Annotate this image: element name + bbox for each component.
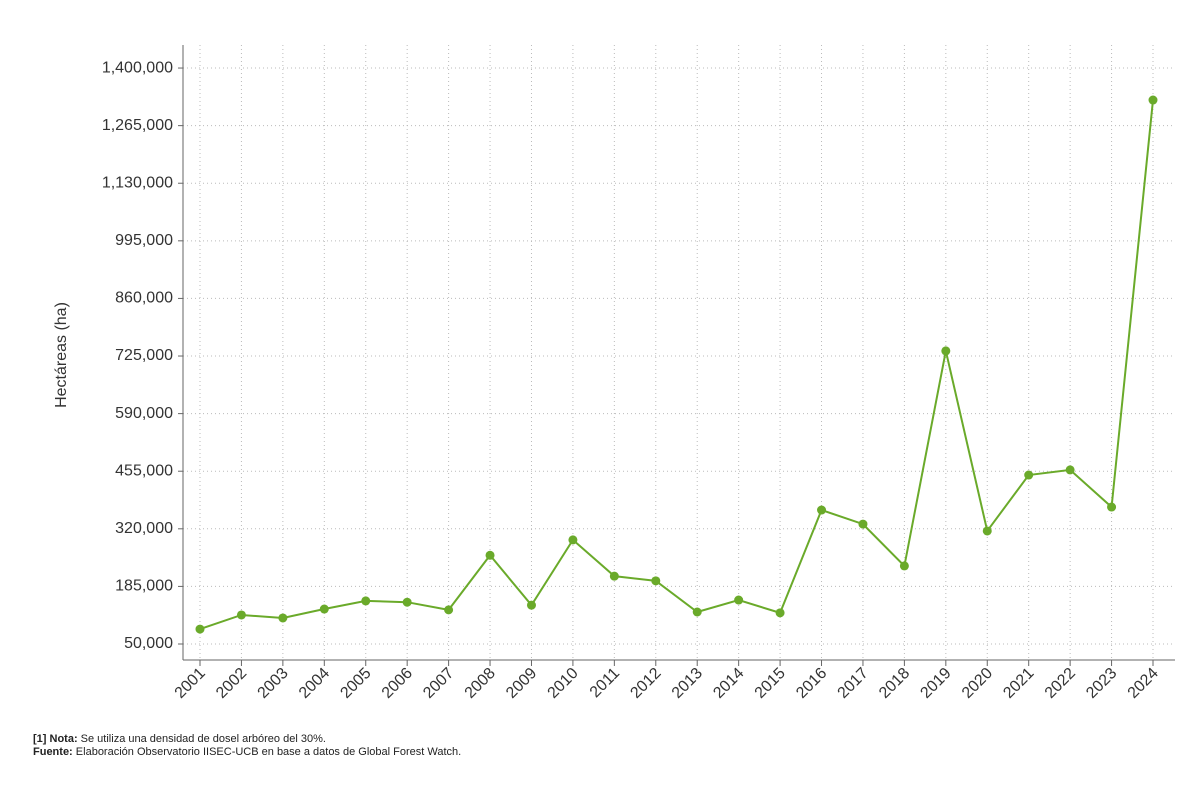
data-point — [982, 526, 992, 536]
x-tick-label: 2012 — [627, 665, 664, 702]
data-point — [485, 550, 495, 560]
data-point — [568, 535, 578, 545]
source-text: Elaboración Observatorio IISEC-UCB en ba… — [75, 746, 462, 758]
x-tick-label: 2021 — [1000, 665, 1037, 702]
note: [1] Nota: Se utiliza una densidad de dos… — [33, 733, 326, 745]
x-tick-label: 2004 — [296, 665, 333, 702]
x-tick-label: 2014 — [710, 665, 747, 702]
series-line — [199, 99, 1154, 631]
data-point — [1107, 502, 1117, 512]
chart: Hectáreas (ha) 50,000 185,000 320,000 455,0… — [53, 45, 1175, 702]
x-tick-label: 2020 — [959, 665, 996, 702]
x-tick-label: 2015 — [752, 665, 789, 702]
x-tick-label: 2023 — [1083, 665, 1120, 702]
data-point — [734, 595, 744, 605]
data-point — [444, 605, 454, 615]
y-tick-label: 320,000 — [115, 520, 173, 537]
data-point — [526, 600, 536, 610]
y-tick-label: 995,000 — [115, 232, 173, 249]
x-tick-label: 2002 — [213, 665, 250, 702]
data-point — [278, 613, 288, 623]
x-tick-label: 2019 — [917, 665, 954, 702]
x-tick-label: 2009 — [503, 665, 540, 702]
y-axis-label: Hectáreas (ha) — [53, 302, 70, 408]
y-tick-label: 1,130,000 — [102, 174, 173, 191]
x-tick-label: 2003 — [255, 665, 292, 702]
y-tick-label: 185,000 — [115, 578, 173, 595]
note-label: [1] Nota: — [33, 733, 78, 745]
y-tick-label: 50,000 — [124, 635, 173, 652]
x-tick-label: 2011 — [587, 665, 623, 701]
data-point — [1065, 465, 1075, 475]
note-text: Se utiliza una densidad de dosel arbóreo… — [80, 733, 326, 745]
y-tick-label: 1,265,000 — [102, 117, 173, 134]
x-tick-label: 2016 — [793, 665, 830, 702]
data-point — [361, 596, 371, 606]
y-tick-label: 455,000 — [115, 462, 173, 479]
y-tick-label: 590,000 — [115, 405, 173, 422]
data-point — [402, 597, 412, 607]
source: Fuente: Elaboración Observatorio IISEC-U… — [33, 746, 461, 758]
x-tick-label: 2007 — [420, 665, 457, 702]
data-point — [941, 346, 951, 356]
data-point — [775, 608, 785, 618]
data-point — [236, 610, 246, 620]
y-tick-label: 1,400,000 — [102, 59, 173, 76]
data-point — [899, 561, 909, 571]
data-point — [319, 604, 329, 614]
y-tick-label: 860,000 — [115, 290, 173, 307]
x-tick-label: 2013 — [669, 665, 706, 702]
source-label: Fuente: — [33, 746, 73, 758]
x-tick-label: 2022 — [1042, 665, 1079, 702]
x-tick-label: 2001 — [172, 665, 209, 702]
data-point — [817, 505, 827, 515]
data-point — [1024, 470, 1034, 480]
y-tick-label: 725,000 — [115, 347, 173, 364]
x-tick-label: 2017 — [835, 665, 872, 702]
x-tick-label: 2018 — [876, 665, 913, 702]
x-tick-label: 2024 — [1125, 665, 1162, 702]
data-point — [858, 519, 868, 529]
data-point — [1148, 95, 1158, 105]
data-point — [651, 576, 661, 586]
x-tick-label: 2008 — [462, 665, 499, 702]
x-tick-label: 2006 — [379, 665, 416, 702]
data-point — [609, 571, 619, 581]
data-point — [692, 607, 702, 617]
x-tick-label: 2010 — [545, 665, 582, 702]
x-tick-label: 2005 — [337, 665, 374, 702]
data-point — [195, 624, 205, 634]
